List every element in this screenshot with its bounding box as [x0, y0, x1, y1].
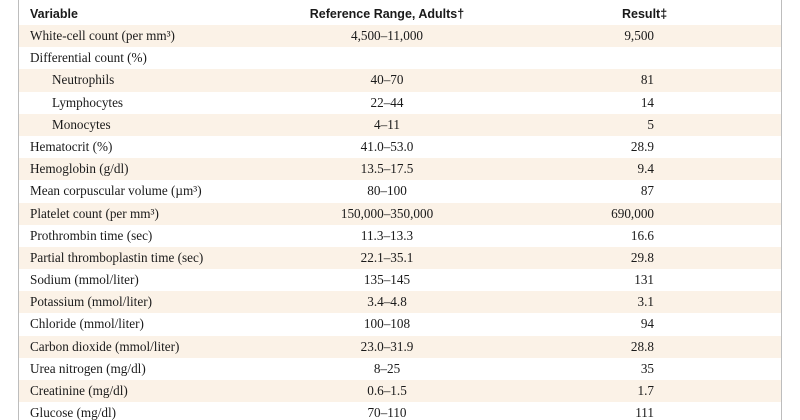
left-border-rule	[18, 0, 19, 420]
table-row: Sodium (mmol/liter) 135–145 131	[19, 269, 781, 291]
row-reference: 150,000–350,000	[340, 205, 434, 221]
row-result: 81	[640, 72, 654, 88]
table-row: Creatinine (mg/dl) 0.6–1.5 1.7	[19, 380, 781, 403]
row-result: 690,000	[611, 205, 654, 221]
table-row: Urea nitrogen (mg/dl) 8–25 35	[19, 358, 781, 380]
row-reference: 3.4–4.8	[367, 294, 407, 310]
row-reference: 11.3–13.3	[360, 227, 414, 243]
row-reference: 22–44	[370, 94, 404, 110]
row-label: Lymphocytes	[52, 94, 124, 110]
table-row: Partial thromboplastin time (sec) 22.1–3…	[19, 246, 781, 270]
row-result: 87	[640, 183, 654, 199]
row-result: 29.8	[630, 249, 654, 265]
table-row: Differential count (%)	[19, 47, 781, 69]
row-label: Partial thromboplastin time (sec)	[30, 249, 204, 265]
row-label: Prothrombin time (sec)	[30, 227, 153, 243]
row-label: Potassium (mmol/liter)	[30, 294, 152, 310]
row-label: White-cell count (per mm³)	[30, 28, 175, 43]
row-result: 14	[640, 94, 654, 110]
table-row: Prothrombin time (sec) 11.3–13.3 16.6	[19, 225, 781, 247]
table-row: Potassium (mmol/liter) 3.4–4.8 3.1	[19, 291, 781, 314]
row-label: Mean corpuscular volume (µm³)	[30, 183, 202, 199]
row-result: 28.8	[630, 338, 654, 354]
row-label: Glucose (mg/dl)	[30, 405, 117, 420]
row-label: Monocytes	[52, 116, 111, 132]
row-result: 5	[647, 116, 654, 132]
row-label: Urea nitrogen (mg/dl)	[30, 360, 146, 376]
row-reference: 135–145	[363, 272, 411, 288]
row-result: 16.6	[630, 227, 654, 243]
table-row: Carbon dioxide (mmol/liter) 23.0–31.9 28…	[19, 335, 781, 358]
row-result: 94	[640, 316, 654, 332]
row-result: 9.4	[637, 161, 654, 177]
table-row: Platelet count (per mm³) 150,000–350,000…	[19, 202, 781, 225]
row-reference: 0.6–1.5	[367, 383, 407, 398]
right-border-rule	[781, 0, 782, 420]
row-reference: 8–25	[373, 360, 401, 376]
header-result: Result‡	[622, 7, 668, 21]
table-row: Neutrophils 40–70 81	[19, 69, 781, 92]
table-row: Hematocrit (%) 41.0–53.0 28.9	[19, 136, 781, 158]
row-result: 35	[640, 360, 654, 376]
row-reference: 41.0–53.0	[360, 138, 414, 154]
row-reference: 13.5–17.5	[360, 161, 414, 177]
header-variable: Variable	[30, 7, 78, 21]
row-result: 1.7	[637, 383, 654, 398]
row-label: Carbon dioxide (mmol/liter)	[30, 338, 180, 354]
row-result: 3.1	[637, 294, 654, 310]
row-reference: 100–108	[363, 316, 411, 332]
row-reference: 22.1–35.1	[360, 249, 414, 265]
row-label: Chloride (mmol/liter)	[30, 316, 144, 332]
row-reference: 4–11	[374, 116, 400, 132]
row-result: 28.9	[630, 138, 654, 154]
table-row: Lymphocytes 22–44 14	[19, 92, 781, 114]
table-row: Hemoglobin (g/dl) 13.5–17.5 9.4	[19, 158, 781, 181]
table-row: Mean corpuscular volume (µm³) 80–100 87	[19, 180, 781, 202]
row-label: Hematocrit (%)	[30, 138, 113, 154]
row-reference: 70–110	[367, 405, 407, 420]
table-header-row: Variable Reference Range, Adults† Result…	[19, 3, 781, 25]
row-result: 131	[634, 272, 654, 288]
table-row: White-cell count (per mm³) 4,500–11,000 …	[19, 25, 781, 48]
lab-values-table: Variable Reference Range, Adults† Result…	[19, 3, 781, 420]
row-result: 9,500	[624, 28, 654, 43]
row-result: 111	[635, 405, 654, 420]
row-label: Platelet count (per mm³)	[30, 205, 159, 221]
row-reference: 40–70	[370, 72, 404, 88]
row-label: Neutrophils	[52, 72, 115, 88]
row-label: Creatinine (mg/dl)	[30, 383, 128, 398]
row-reference: 80–100	[367, 183, 407, 199]
row-label: Differential count (%)	[30, 50, 147, 66]
table-row: Glucose (mg/dl) 70–110 111	[19, 402, 781, 420]
row-reference: 23.0–31.9	[360, 338, 414, 354]
table-row: Monocytes 4–11 5	[19, 113, 781, 136]
row-reference: 4,500–11,000	[350, 28, 424, 43]
row-label: Sodium (mmol/liter)	[30, 272, 139, 288]
header-reference-range: Reference Range, Adults†	[309, 7, 465, 21]
table-row: Chloride (mmol/liter) 100–108 94	[19, 313, 781, 335]
row-label: Hemoglobin (g/dl)	[30, 161, 129, 177]
